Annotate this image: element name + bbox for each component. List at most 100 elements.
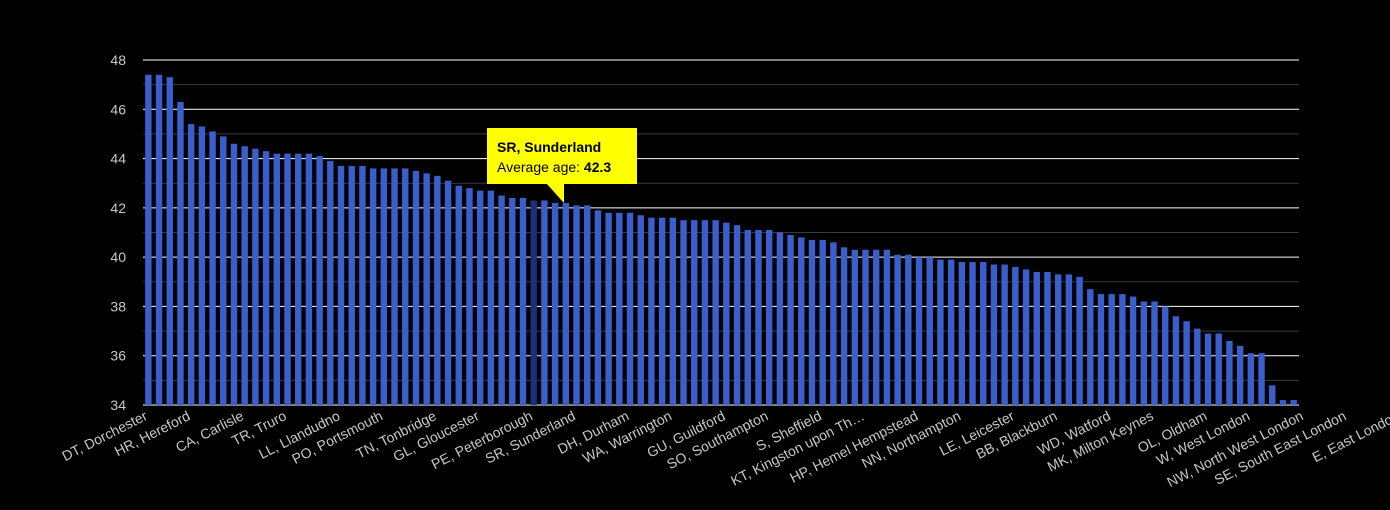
bar[interactable] (969, 262, 976, 405)
bar[interactable] (273, 153, 281, 405)
bar[interactable] (423, 173, 430, 405)
bar[interactable] (637, 215, 644, 405)
bar[interactable] (252, 148, 259, 405)
bar[interactable] (723, 222, 730, 405)
bar[interactable] (262, 151, 270, 405)
bar[interactable] (476, 190, 484, 405)
bar[interactable] (337, 165, 345, 405)
bar[interactable] (1247, 353, 1255, 405)
bar[interactable] (412, 170, 420, 405)
bar[interactable] (1204, 333, 1212, 405)
bar[interactable] (487, 190, 495, 405)
bar[interactable] (798, 237, 805, 405)
bar[interactable] (947, 259, 955, 405)
bar[interactable] (1087, 289, 1094, 405)
bar[interactable] (776, 232, 784, 406)
bar[interactable] (209, 131, 216, 405)
bar[interactable] (1076, 276, 1083, 405)
bar[interactable] (840, 247, 848, 405)
bar[interactable] (1183, 321, 1190, 405)
bar[interactable] (1097, 294, 1105, 405)
bar[interactable] (691, 220, 698, 405)
bar[interactable] (583, 205, 591, 405)
bar[interactable] (466, 188, 473, 405)
bar[interactable] (498, 195, 505, 405)
bar[interactable] (669, 217, 677, 405)
bar[interactable] (1258, 353, 1265, 405)
bar[interactable] (1065, 274, 1073, 405)
bar[interactable] (380, 168, 388, 405)
bar[interactable] (744, 230, 751, 405)
bar[interactable] (145, 74, 152, 406)
bar[interactable] (241, 146, 248, 405)
bar[interactable] (883, 249, 891, 405)
bar[interactable] (819, 239, 826, 405)
bar[interactable] (220, 136, 227, 405)
bar[interactable] (1161, 306, 1169, 405)
bar[interactable] (1290, 400, 1297, 405)
bar[interactable] (1054, 274, 1062, 405)
bar[interactable] (872, 249, 880, 405)
bar[interactable] (530, 200, 537, 405)
bar[interactable] (915, 257, 923, 405)
bar[interactable] (573, 205, 580, 405)
bar[interactable] (894, 254, 901, 405)
bar[interactable] (1044, 271, 1051, 405)
bar[interactable] (562, 202, 570, 405)
bar[interactable] (402, 168, 409, 405)
bar[interactable] (1215, 333, 1222, 405)
bar[interactable] (1033, 271, 1040, 405)
bar[interactable] (605, 212, 612, 405)
bar[interactable] (509, 198, 516, 405)
bar[interactable] (444, 180, 452, 405)
bar[interactable] (434, 175, 441, 405)
bar[interactable] (305, 153, 313, 405)
bar[interactable] (455, 185, 462, 405)
bar[interactable] (1119, 294, 1126, 405)
bar[interactable] (327, 161, 334, 405)
bar[interactable] (177, 101, 184, 406)
bar[interactable] (230, 143, 238, 406)
bar[interactable] (316, 156, 323, 405)
bar[interactable] (626, 212, 634, 405)
bar[interactable] (1194, 328, 1201, 405)
bar[interactable] (990, 264, 998, 405)
bar[interactable] (359, 165, 366, 405)
bar[interactable] (765, 230, 773, 405)
bar[interactable] (155, 74, 163, 406)
bar[interactable] (551, 202, 559, 405)
bar[interactable] (755, 230, 762, 405)
bar[interactable] (1140, 301, 1148, 406)
bar[interactable] (1001, 264, 1008, 405)
bar[interactable] (1022, 269, 1030, 405)
bar[interactable] (712, 220, 719, 405)
bar[interactable] (594, 210, 602, 405)
bar[interactable] (1108, 294, 1115, 405)
bar[interactable] (862, 249, 869, 405)
bar[interactable] (1012, 267, 1019, 405)
bar[interactable] (1226, 340, 1233, 405)
bar[interactable] (648, 217, 655, 405)
bar[interactable] (284, 153, 291, 405)
bar[interactable] (294, 153, 302, 405)
bar[interactable] (980, 262, 987, 405)
bar[interactable] (733, 225, 741, 405)
bar[interactable] (519, 198, 527, 405)
bar[interactable] (787, 234, 794, 405)
bar[interactable] (830, 242, 837, 405)
bar[interactable] (926, 257, 933, 405)
bar[interactable] (658, 217, 666, 405)
bar[interactable] (851, 249, 859, 405)
bar[interactable] (348, 165, 355, 405)
bar[interactable] (1279, 400, 1287, 405)
bar[interactable] (1172, 316, 1180, 405)
bar[interactable] (541, 200, 548, 405)
bar[interactable] (958, 262, 966, 405)
bar[interactable] (1129, 296, 1137, 405)
bar[interactable] (1151, 301, 1158, 406)
bar[interactable] (369, 168, 377, 405)
bar[interactable] (1236, 345, 1244, 405)
bar[interactable] (391, 168, 398, 405)
bar[interactable] (198, 126, 206, 406)
bar[interactable] (905, 254, 912, 405)
